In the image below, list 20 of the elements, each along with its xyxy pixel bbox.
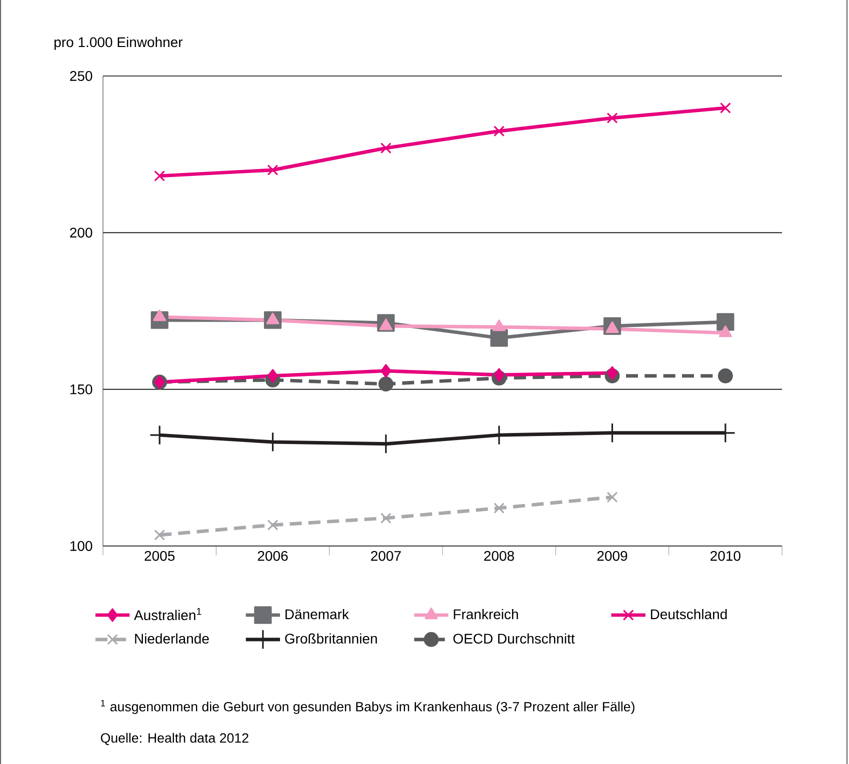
text: $^{1}$ ausgenommen die Geburt von gesunden Babys im Krankenhaus (3-7 Prozent aller Fälle) [100, 700, 634, 714]
y-tick-label: 200 [70, 228, 92, 238]
x-tick-label: 2007 [371, 550, 401, 561]
legend-label: OECD Durchschnitt [453, 633, 575, 644]
legend-label: Deutschland [650, 608, 727, 620]
y-tick-label: 100 [70, 541, 92, 551]
x-tick-label: 2008 [484, 550, 514, 561]
legend-label: Frankreich [454, 608, 518, 620]
source-note: Quelle: Health data 2012 [100, 732, 248, 746]
legend-label: Dänemark [286, 608, 349, 620]
x-tick-label: 2010 [710, 550, 740, 561]
y-axis-title: pro 1.000 Einwohner [54, 36, 183, 50]
y-tick-label: 250 [70, 71, 92, 81]
x-tick-label: 2005 [144, 550, 175, 561]
x-tick-label: 2006 [258, 550, 288, 561]
legend-label: Großbritannien [285, 633, 377, 644]
legend-label: Australien$^{1}$ [134, 608, 202, 620]
x-tick-label: 2009 [597, 550, 628, 561]
legend-label: Niederlande [135, 633, 209, 644]
y-tick-label: 150 [70, 384, 92, 394]
